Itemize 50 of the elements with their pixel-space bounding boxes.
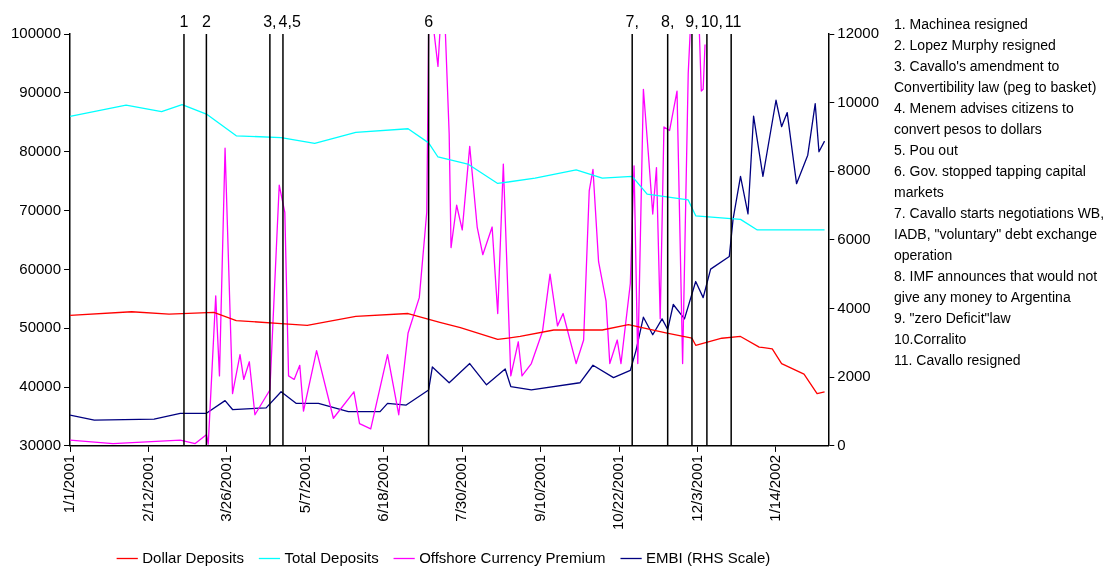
y-tick-label: 60000 (19, 259, 62, 277)
legend-label: EMBI (RHS Scale) (646, 548, 771, 566)
text: 3. Cavallo's amendment to Convertibility law (peg to basket) (894, 57, 1098, 97)
y2-tick-label: 12000 (837, 24, 880, 42)
y-tick-label: 50000 (19, 318, 62, 336)
ref-line-label: 3, (263, 13, 277, 31)
x-tick-label: 5/7/2001 (295, 454, 313, 514)
legend-label: Total Deposits (284, 548, 379, 566)
text: 5. Pou out (894, 141, 959, 160)
x-tick-label: 2/12/2001 (138, 454, 156, 522)
x-tick-label: 9/10/2001 (530, 454, 548, 522)
ref-line-label: 4,5 (278, 13, 301, 31)
y2-tick-label: 0 (837, 436, 846, 454)
text: 9. "zero Deficit"law (894, 309, 1012, 328)
y-tick-label: 90000 (19, 82, 62, 100)
y2-tick-label: 2000 (837, 367, 871, 385)
y-tick-label: 70000 (19, 200, 62, 218)
ref-line-label: 7, (625, 13, 639, 31)
x-tick-label: 12/3/2001 (687, 454, 705, 522)
ref-line-label: 10, (700, 13, 723, 31)
text: 7. Cavallo starts negotiations WB, IADB, "voluntary" debt exchange operation (894, 204, 1106, 265)
x-tick-label: 10/22/2001 (609, 454, 627, 530)
y2-tick-label: 10000 (837, 92, 880, 110)
y2-tick-label: 8000 (837, 161, 871, 179)
y-tick-label: 80000 (19, 141, 62, 159)
x-tick-label: 7/30/2001 (452, 454, 470, 522)
ref-line-label: 8, (661, 13, 675, 31)
text: 10.Corralito (894, 330, 968, 349)
y-tick-label: 40000 (19, 377, 62, 395)
y2-tick-label: 6000 (837, 230, 871, 248)
x-tick-label: 6/18/2001 (373, 454, 391, 522)
text: 4. Menem advises citizens to convert pesos to dollars (894, 99, 1075, 139)
ref-line-label: 2 (201, 13, 211, 31)
y-tick-label: 30000 (19, 436, 62, 454)
x-tick-label: 1/14/2002 (766, 454, 784, 522)
ref-line-label: 11 (724, 13, 742, 31)
legend-label: Dollar Deposits (142, 548, 244, 566)
ref-line-label: 1 (179, 13, 189, 31)
text: 11. Cavallo resigned (894, 351, 1022, 370)
text: 1. Machinea resigned (894, 15, 1029, 34)
ref-line-label: 6 (424, 13, 434, 31)
y2-tick-label: 4000 (837, 298, 871, 316)
text: 2. Lopez Murphy resigned (894, 36, 1057, 55)
text: 8. IMF announces that would not give any money to Argentina (894, 267, 1099, 307)
ref-line-label: 9, (685, 13, 699, 31)
text: 6. Gov. stopped tapping capital markets (894, 162, 1087, 202)
x-tick-label: 3/26/2001 (217, 454, 235, 522)
legend-label: Offshore Currency Premium (419, 548, 606, 566)
x-tick-label: 1/1/2001 (60, 454, 78, 514)
y-tick-label: 100000 (10, 24, 62, 42)
